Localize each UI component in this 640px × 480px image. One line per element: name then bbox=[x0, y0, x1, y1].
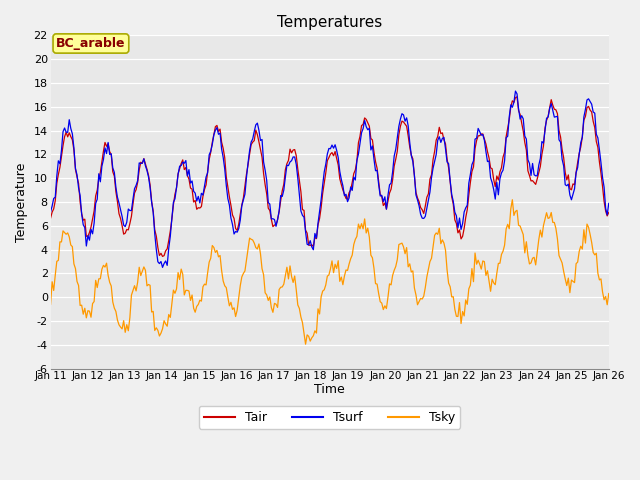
Line: Tair: Tair bbox=[51, 97, 609, 256]
Tsurf bbox=[511, 88, 519, 94]
Tair bbox=[292, 153, 300, 158]
Tsurf bbox=[292, 161, 300, 167]
Tsky bbox=[115, 322, 123, 328]
Tsurf bbox=[577, 140, 584, 145]
Tsky bbox=[291, 273, 298, 279]
Tsky bbox=[509, 197, 516, 203]
Tsky bbox=[241, 268, 249, 274]
Tsurf bbox=[47, 209, 54, 215]
Tair bbox=[214, 129, 222, 134]
Tair bbox=[234, 228, 241, 233]
Tsurf bbox=[159, 264, 166, 270]
Legend: Tair, Tsurf, Tsky: Tair, Tsurf, Tsky bbox=[199, 406, 460, 429]
Tair bbox=[243, 171, 250, 177]
Tsky bbox=[301, 341, 309, 347]
Tair bbox=[47, 215, 54, 221]
Tsurf bbox=[214, 132, 222, 137]
Tsky bbox=[605, 291, 612, 297]
Tsky bbox=[213, 248, 221, 253]
Tsurf bbox=[243, 174, 250, 180]
Tsky bbox=[47, 301, 54, 307]
Tair bbox=[159, 253, 166, 259]
Text: BC_arable: BC_arable bbox=[56, 37, 125, 50]
Line: Tsky: Tsky bbox=[51, 200, 609, 344]
Y-axis label: Temperature: Temperature bbox=[15, 162, 28, 241]
X-axis label: Time: Time bbox=[314, 383, 345, 396]
Tsurf bbox=[234, 229, 241, 235]
Tair bbox=[577, 144, 584, 150]
Tair bbox=[115, 211, 123, 216]
Line: Tsurf: Tsurf bbox=[51, 91, 609, 267]
Title: Temperatures: Temperatures bbox=[277, 15, 382, 30]
Tsurf bbox=[605, 201, 612, 206]
Tsurf bbox=[115, 200, 123, 206]
Tair bbox=[605, 210, 612, 216]
Tsky bbox=[232, 313, 239, 319]
Tsky bbox=[577, 243, 584, 249]
Tair bbox=[513, 94, 521, 100]
